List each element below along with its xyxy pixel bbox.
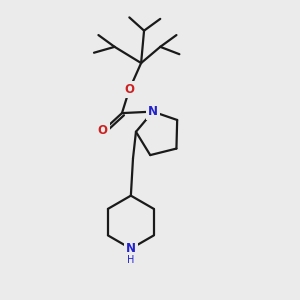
- Text: N: N: [148, 105, 158, 118]
- Text: H: H: [127, 255, 134, 265]
- Text: O: O: [98, 124, 108, 137]
- Text: O: O: [124, 83, 134, 96]
- Text: N: N: [126, 242, 136, 255]
